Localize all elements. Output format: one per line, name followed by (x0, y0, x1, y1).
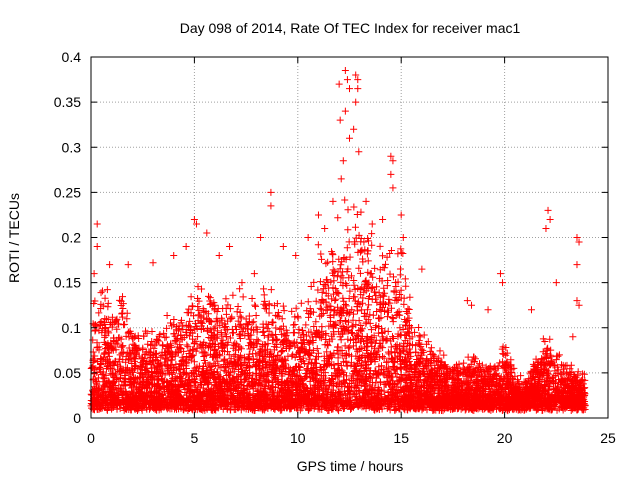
data-point (288, 352, 296, 360)
data-point (316, 278, 324, 286)
data-point (334, 214, 342, 222)
data-point (190, 358, 198, 366)
data-point (192, 347, 200, 355)
data-point (225, 351, 233, 359)
data-point (344, 226, 352, 234)
data-point (163, 311, 171, 319)
data-point (97, 289, 105, 297)
data-point (436, 347, 444, 355)
data-point (119, 293, 127, 301)
data-point (353, 331, 361, 339)
data-points (87, 67, 589, 415)
data-point (265, 301, 273, 309)
data-point (372, 379, 380, 387)
data-point (233, 308, 241, 316)
data-point (365, 301, 373, 309)
chart-title: Day 098 of 2014, Rate Of TEC Index for r… (180, 20, 521, 36)
data-point (273, 312, 281, 320)
data-point (222, 310, 230, 318)
data-point (189, 345, 197, 353)
data-point (236, 285, 244, 293)
data-point (546, 335, 554, 343)
data-point (372, 336, 380, 344)
data-point (416, 333, 424, 341)
data-point (101, 374, 109, 382)
data-point (122, 332, 130, 340)
data-point (184, 343, 192, 351)
data-point (160, 329, 168, 337)
data-point (248, 295, 256, 303)
data-point (262, 305, 270, 313)
data-point (104, 303, 112, 311)
data-point (340, 297, 348, 305)
data-point (379, 352, 387, 360)
